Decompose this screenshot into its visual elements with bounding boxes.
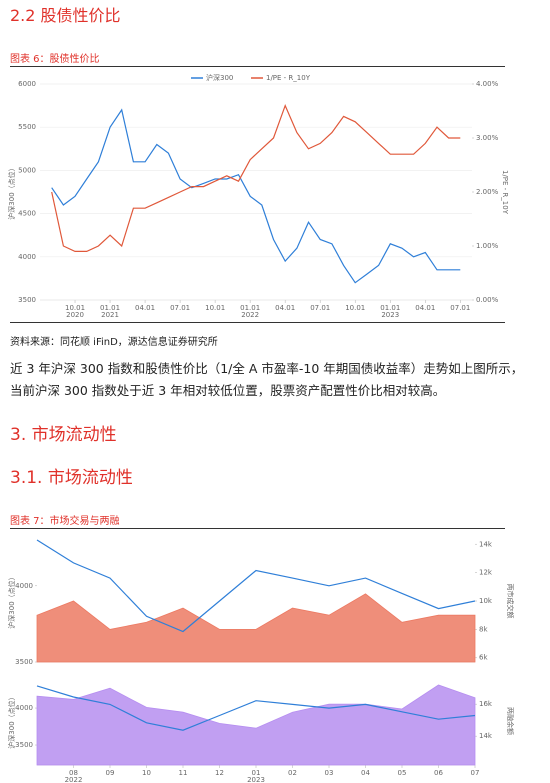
source-note: 资料来源：同花顺 iFinD，源达信息证券研究所 <box>10 337 218 348</box>
x-tick-label: 09 <box>106 769 115 777</box>
legend-label: 1/PE - R_10Y <box>266 74 311 82</box>
y-tick-label: 4000 <box>15 704 33 712</box>
y-tick-label: 3500 <box>18 296 36 304</box>
x-tick-label: 01 <box>252 769 261 777</box>
x-year-label: 2023 <box>247 776 265 783</box>
y-tick-label: 4000 <box>18 253 36 261</box>
line <box>51 108 461 284</box>
y2-tick-label: 8k <box>479 625 488 633</box>
y2-tick-label: 16k <box>479 700 493 708</box>
x-tick-label: 04.01 <box>415 304 435 312</box>
y2-tick-label: 0.00% <box>476 296 499 304</box>
x-tick-label: 04 <box>361 769 370 777</box>
y2-axis-label: 两融余额 <box>506 707 515 735</box>
x-year-label: 2022 <box>241 311 259 319</box>
y-axis-label: 沪深300（点位） <box>7 693 16 748</box>
y-tick-label: 5500 <box>18 123 36 131</box>
x-tick-label: 11 <box>179 769 188 777</box>
y-tick-label: 3500 <box>15 658 33 666</box>
y-axis-label: 沪深300（点位） <box>7 573 16 628</box>
x-tick-label: 03 <box>325 769 334 777</box>
area <box>36 593 476 663</box>
y2-tick-label: 4.00% <box>476 80 499 88</box>
heading: 3. 市场流动性 <box>10 425 117 445</box>
line <box>51 103 461 252</box>
x-tick-label: 06 <box>434 769 443 777</box>
x-tick-label: 07.01 <box>170 304 190 312</box>
x-tick-label: 10 <box>142 769 151 777</box>
y2-axis-label: 1/PE - R_10Y <box>501 170 509 215</box>
y2-axis-label: 两市成交额 <box>506 584 515 619</box>
x-tick-label: 04.01 <box>135 304 155 312</box>
x-tick-label: 10.01 <box>205 304 225 312</box>
legend-label: 沪深300 <box>206 73 233 82</box>
figure-caption: 图表 7：市场交易与两融 <box>10 516 120 527</box>
x-year-label: 2021 <box>101 311 119 319</box>
section-title: 2.2 股债性价比 <box>10 6 121 25</box>
y2-tick-label: 1.00% <box>476 242 499 250</box>
rule <box>10 528 505 529</box>
rule <box>10 322 505 323</box>
x-year-label: 2022 <box>65 776 83 783</box>
x-tick-label: 01.01 <box>380 304 400 312</box>
y-tick-label: 4500 <box>18 210 36 218</box>
y2-tick-label: 12k <box>479 569 493 577</box>
x-tick-label: 04.01 <box>275 304 295 312</box>
x-tick-label: 10.01 <box>345 304 365 312</box>
heading: 3.1. 市场流动性 <box>10 468 133 488</box>
x-tick-label: 10.01 <box>65 304 85 312</box>
x-tick-label: 07.01 <box>450 304 470 312</box>
x-tick-label: 02 <box>288 769 297 777</box>
figure-caption: 图表 6：股债性价比 <box>10 54 100 65</box>
y-tick-label: 5000 <box>18 166 36 174</box>
x-year-label: 2020 <box>66 311 84 319</box>
line <box>36 685 476 731</box>
x-tick-label: 12 <box>215 769 224 777</box>
paragraph: 近 3 年沪深 300 指数和股债性价比（1/全 A 市盈率-10 年期国债收益… <box>10 361 524 398</box>
y2-tick-label: 10k <box>479 597 493 605</box>
x-year-label: 2023 <box>381 311 399 319</box>
rule <box>10 66 505 67</box>
y-axis-label: 沪深300（点位） <box>7 164 16 219</box>
y2-tick-label: 6k <box>479 654 488 662</box>
y-tick-label: 6000 <box>18 80 36 88</box>
x-tick-label: 07.01 <box>310 304 330 312</box>
x-tick-label: 05 <box>398 769 407 777</box>
area <box>36 684 476 766</box>
x-tick-label: 01.01 <box>100 304 120 312</box>
x-tick-label: 07 <box>471 769 480 777</box>
line <box>36 539 476 633</box>
y-tick-label: 3500 <box>15 741 33 749</box>
y2-tick-label: 2.00% <box>476 188 499 196</box>
y2-tick-label: 3.00% <box>476 134 499 142</box>
x-tick-label: 08 <box>69 769 78 777</box>
y2-tick-label: 14k <box>479 732 493 740</box>
x-tick-label: 01.01 <box>240 304 260 312</box>
y-tick-label: 4000 <box>15 582 33 590</box>
y2-tick-label: 14k <box>479 540 493 548</box>
